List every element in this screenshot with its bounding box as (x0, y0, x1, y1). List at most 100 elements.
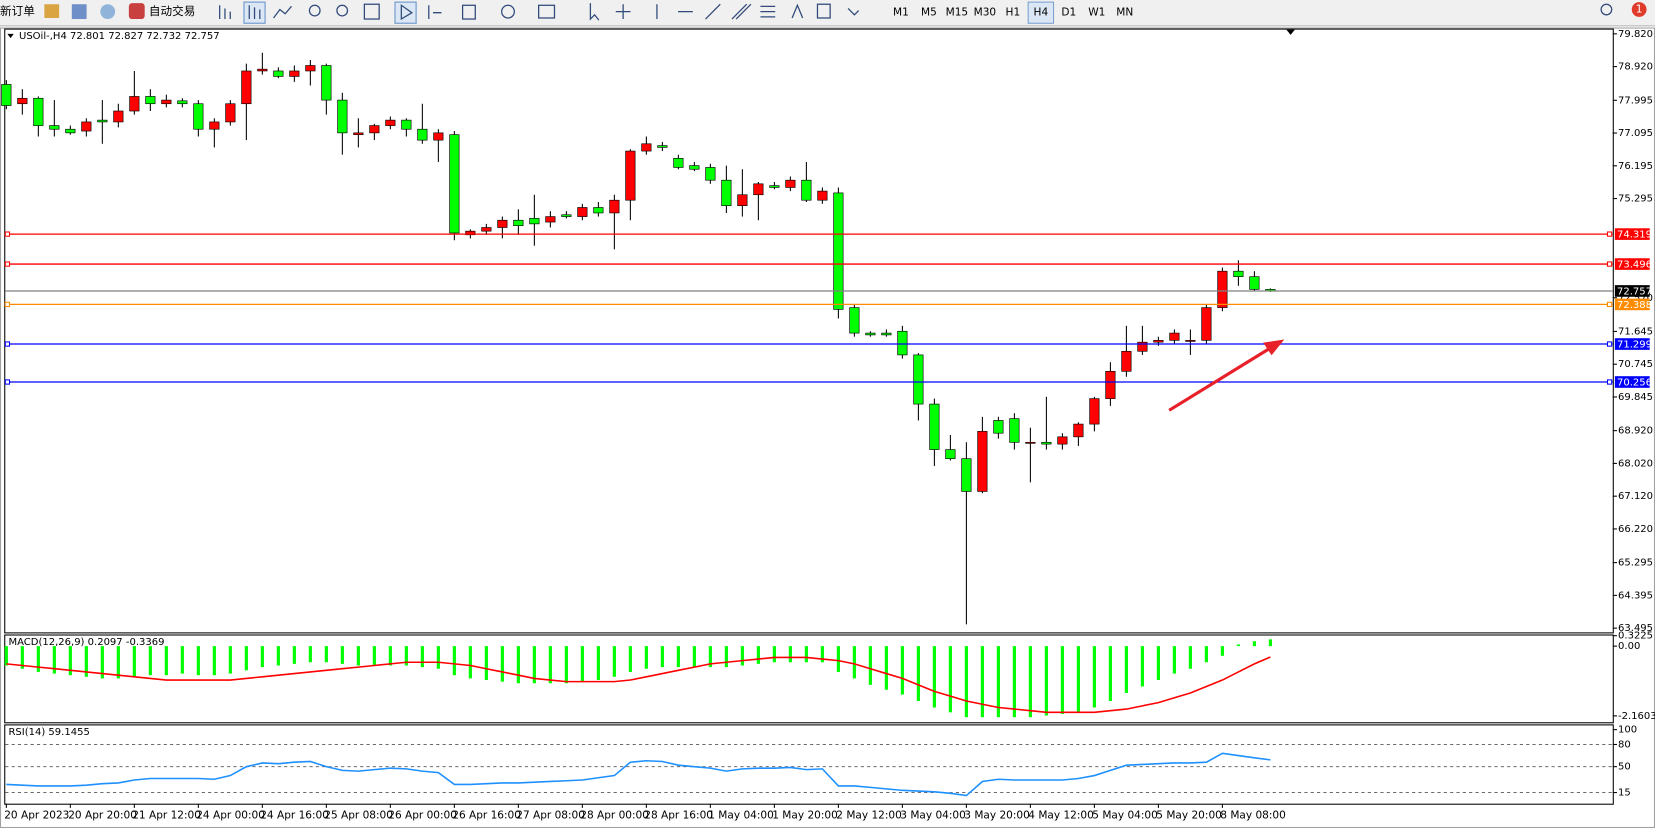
y-tick-label: 0.00 (1618, 641, 1640, 652)
macd-bar (612, 646, 616, 677)
macd-bar (660, 646, 664, 668)
fibonacci[interactable] (760, 5, 776, 18)
candle-body (977, 431, 988, 492)
timeframe-button[interactable]: M30 (974, 7, 997, 19)
x-tick-label: 26 Apr 00:00 (388, 809, 457, 821)
price-line-handle (4, 379, 11, 385)
macd-bar (964, 646, 968, 718)
icon[interactable] (100, 4, 116, 20)
candle-body (1249, 276, 1260, 290)
x-tick-label: 5 May 04:00 (1092, 809, 1158, 821)
x-tick-label: 5 May 20:00 (1156, 809, 1222, 821)
macd-bar (260, 646, 264, 668)
search[interactable] (1600, 3, 1613, 16)
indicators[interactable] (461, 4, 476, 20)
arrow-head (1263, 339, 1285, 356)
timeframe-button[interactable]: W1 (1088, 7, 1105, 19)
x-tick-label: 26 Apr 16:00 (452, 809, 521, 821)
timeframe-button[interactable]: D1 (1061, 7, 1076, 19)
auto-trading-button[interactable]: 自动交易 (149, 4, 195, 18)
zoom-out[interactable] (336, 4, 349, 17)
price-label-box (1614, 338, 1650, 350)
candle-body (177, 100, 188, 105)
x-tick-label: 4 May 12:00 (1028, 809, 1094, 821)
macd-bar (452, 646, 456, 676)
zoom-in[interactable] (308, 4, 321, 17)
cursor[interactable] (589, 3, 600, 21)
macd-bar (1124, 646, 1128, 693)
candle-body (881, 332, 892, 336)
price-label: 71.299 (1617, 340, 1652, 351)
macd-bar (356, 646, 360, 666)
macd-bar (4, 646, 8, 666)
macd-bar (1012, 646, 1016, 718)
macd-bar (548, 646, 552, 684)
x-tick-label: 1 May 20:00 (772, 809, 838, 821)
candle-body (353, 132, 364, 135)
timeframe-button[interactable]: M15 (946, 7, 969, 19)
y-tick-label: 77.095 (1618, 128, 1653, 139)
tile-windows[interactable] (363, 3, 380, 20)
candle-body (65, 128, 76, 134)
candle-body (561, 214, 572, 217)
icon[interactable] (71, 4, 87, 20)
macd-bar (1060, 646, 1064, 714)
channel[interactable] (731, 3, 752, 20)
icon[interactable] (44, 4, 60, 18)
autoscroll[interactable] (400, 4, 414, 21)
macd-bar (372, 646, 376, 666)
candle-body (1089, 398, 1100, 425)
label-tool[interactable] (816, 3, 831, 19)
macd-bar (532, 646, 536, 684)
candle-body (865, 332, 876, 336)
timeframe-button[interactable]: M1 (893, 7, 909, 19)
macd-bar (644, 646, 648, 669)
arrows-tool[interactable] (847, 8, 860, 16)
text-tool[interactable] (791, 3, 804, 19)
macd-bar (916, 646, 920, 702)
macd-bar (804, 646, 808, 663)
periods[interactable] (501, 4, 515, 19)
chart-shift[interactable] (428, 5, 442, 20)
candle-tool[interactable] (248, 5, 261, 20)
candle-body (625, 150, 636, 201)
price-label: 70.256 (1617, 378, 1652, 389)
macd-bar (676, 646, 680, 668)
autoscroll-active[interactable] (394, 1, 417, 24)
timeframe-button[interactable]: MN (1116, 7, 1133, 19)
macd-bar (708, 646, 712, 668)
macd-bar (628, 646, 632, 672)
macd-bar (276, 646, 280, 666)
arrow-shaft (1168, 346, 1272, 412)
line-tool[interactable] (273, 5, 292, 19)
macd-bar (564, 646, 568, 684)
macd-bar (756, 646, 760, 664)
timeframe-button[interactable]: H4 (1034, 7, 1049, 19)
auto-trading-icon[interactable] (128, 3, 145, 20)
new-order-button[interactable]: 新订单 (0, 4, 35, 18)
macd-bar (196, 646, 200, 676)
candle-body (1, 84, 12, 106)
candle-body (385, 119, 396, 126)
macd-bar (932, 646, 936, 708)
candle-body (1233, 270, 1244, 277)
macd-bar (1220, 646, 1224, 656)
timeframe-button[interactable]: M5 (921, 7, 937, 19)
crosshair[interactable] (615, 4, 631, 20)
y-tick-label: 71.645 (1618, 326, 1653, 337)
notification-count: 1 (1636, 4, 1643, 16)
timeframe-button[interactable]: H1 (1006, 7, 1021, 19)
candle-body (945, 449, 956, 459)
trendline[interactable] (705, 3, 721, 20)
macd-bar (420, 646, 424, 668)
notification-badge[interactable] (1631, 2, 1647, 17)
macd-bar (340, 646, 344, 664)
macd-bar (1156, 646, 1160, 681)
bar-chart-tool[interactable] (219, 5, 231, 20)
candle-body (577, 207, 588, 217)
candle-body (225, 103, 236, 123)
candle-body (49, 125, 60, 130)
templates[interactable] (538, 4, 556, 19)
candle-body (129, 96, 140, 112)
y-tick-label: 72.570 (1618, 293, 1653, 304)
